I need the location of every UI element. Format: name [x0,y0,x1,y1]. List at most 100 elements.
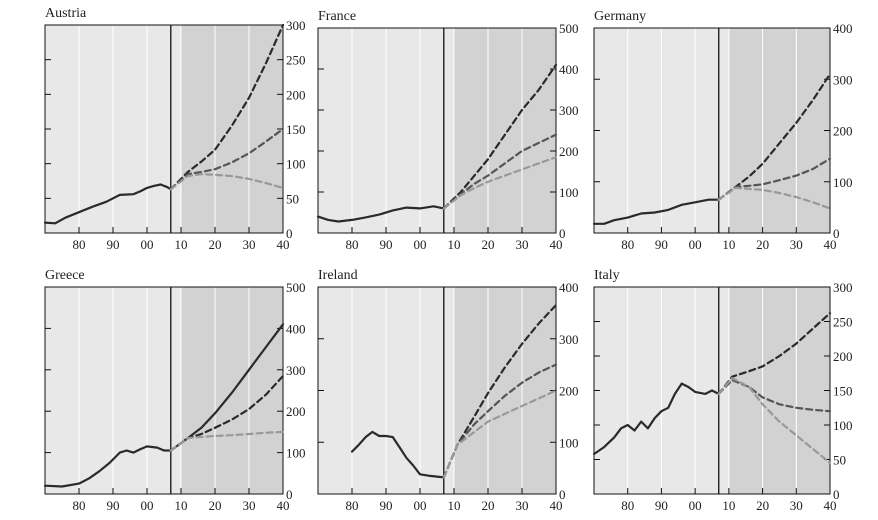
y-tick-label: 300 [559,103,579,118]
x-tick-label: 80 [621,498,634,513]
y-tick-label: 200 [286,404,306,419]
x-tick-label: 10 [175,498,188,513]
panel-italy: 0 50 100 150 200 250 300 80 90 00 10 20 30 40 Italy [592,268,853,513]
projection-shading [181,287,283,494]
series-line-dashed-high [717,312,832,395]
y-tick-label: 300 [833,280,853,295]
x-tick-label: 80 [621,237,634,252]
x-tick-label: 80 [346,237,359,252]
series-line-dashed-low [169,173,285,191]
plot-frame [44,286,284,495]
y-tick-label: 250 [833,315,853,330]
y-tick-label: 200 [559,384,579,399]
y-tick-label: 0 [559,226,566,241]
y-tick-label: 400 [286,321,306,336]
y-tick-label: 300 [559,332,579,347]
x-tick-label: 80 [346,498,359,513]
panel-title: Greece [45,268,85,283]
y-tick-label: 100 [833,175,853,190]
x-tick-label: 40 [824,498,837,513]
y-tick-label: 0 [833,487,840,502]
panel-title: Austria [45,6,87,21]
series-line-dashed-low [717,377,832,464]
series-line-dashed-low [169,430,285,452]
panel-ireland: 0 100 200 300 400 80 90 00 10 20 30 40 Ireland [317,268,579,513]
y-tick-label: 200 [833,124,853,139]
y-tick-label: 200 [833,349,853,364]
series-line-dashed-low [442,156,558,210]
y-tick-label: 200 [286,87,306,102]
x-tick-label: 30 [243,498,256,513]
projection-shading [728,287,830,494]
x-tick-label: 90 [655,498,668,513]
y-tick-label: 100 [286,157,306,172]
panel-title: Germany [594,9,646,24]
x-tick-label: 10 [722,237,735,252]
y-tick-label: 0 [286,226,293,241]
y-tick-label: 500 [286,280,306,295]
series-line-solid-historical [43,183,172,225]
y-tick-label: 0 [833,226,840,241]
series-line-dashed-low [717,186,832,210]
y-tick-label: 400 [559,62,579,77]
series-line-dashed-mid [442,133,558,210]
x-tick-label: 80 [73,237,86,252]
y-tick-label: 0 [286,487,293,502]
y-tick-label: 100 [559,185,579,200]
x-tick-label: 20 [209,237,222,252]
x-tick-label: 10 [722,498,735,513]
y-tick-label: 400 [559,280,579,295]
x-tick-label: 20 [756,498,769,513]
x-tick-label: 30 [790,498,803,513]
y-tick-label: 400 [833,21,853,36]
x-tick-label: 10 [175,237,188,252]
panel-france: 0 100 200 300 400 500 80 90 00 10 20 30 40 France [316,9,579,252]
x-tick-label: 40 [277,237,290,252]
x-tick-label: 90 [107,237,120,252]
plot-frame [317,27,557,234]
panel-title: Ireland [318,268,358,283]
x-tick-label: 90 [655,237,668,252]
series-line-solid-historical [43,445,172,488]
series-line-solid-historical [592,198,720,225]
panel-germany: 0 100 200 300 400 80 90 00 10 20 30 40 Germany [592,9,853,252]
x-tick-label: 30 [516,237,529,252]
x-tick-label: 90 [380,498,393,513]
series-line-solid-historical [316,205,445,223]
y-tick-label: 300 [286,363,306,378]
x-tick-label: 20 [756,237,769,252]
series-line-solid-historical [592,382,720,456]
projection-shading [181,25,283,233]
y-tick-label: 500 [559,21,579,36]
y-tick-label: 250 [286,53,306,68]
series-line-solid-historical [350,430,445,479]
panel-title: Italy [594,268,620,283]
x-tick-label: 20 [482,237,495,252]
x-tick-label: 00 [141,498,154,513]
series-line-dashed-high [169,23,285,191]
x-tick-label: 00 [414,498,427,513]
y-tick-label: 200 [559,144,579,159]
y-tick-label: 50 [286,191,299,206]
y-tick-label: 150 [833,384,853,399]
y-tick-label: 100 [286,446,306,461]
x-tick-label: 30 [243,237,256,252]
x-tick-label: 40 [824,237,837,252]
x-tick-label: 20 [482,498,495,513]
projection-shading [454,28,556,233]
y-tick-label: 100 [833,418,853,433]
series-line-dashed-mid [717,157,832,201]
x-tick-label: 30 [790,237,803,252]
y-tick-label: 150 [286,122,306,137]
x-tick-label: 00 [689,498,702,513]
projection-shading [454,287,556,494]
projection-shading [728,28,830,233]
panel-greece: 0 100 200 300 400 500 80 90 00 10 20 30 40 Greece [43,268,306,513]
x-tick-label: 00 [141,237,154,252]
panel-austria: 0 50 100 150 200 250 300 80 90 00 10 20 30 40 Austria [43,6,306,252]
series-line-dashed-low [442,389,558,479]
x-tick-label: 10 [448,237,461,252]
series-line-dashed-high [717,72,832,201]
y-tick-label: 0 [559,487,566,502]
